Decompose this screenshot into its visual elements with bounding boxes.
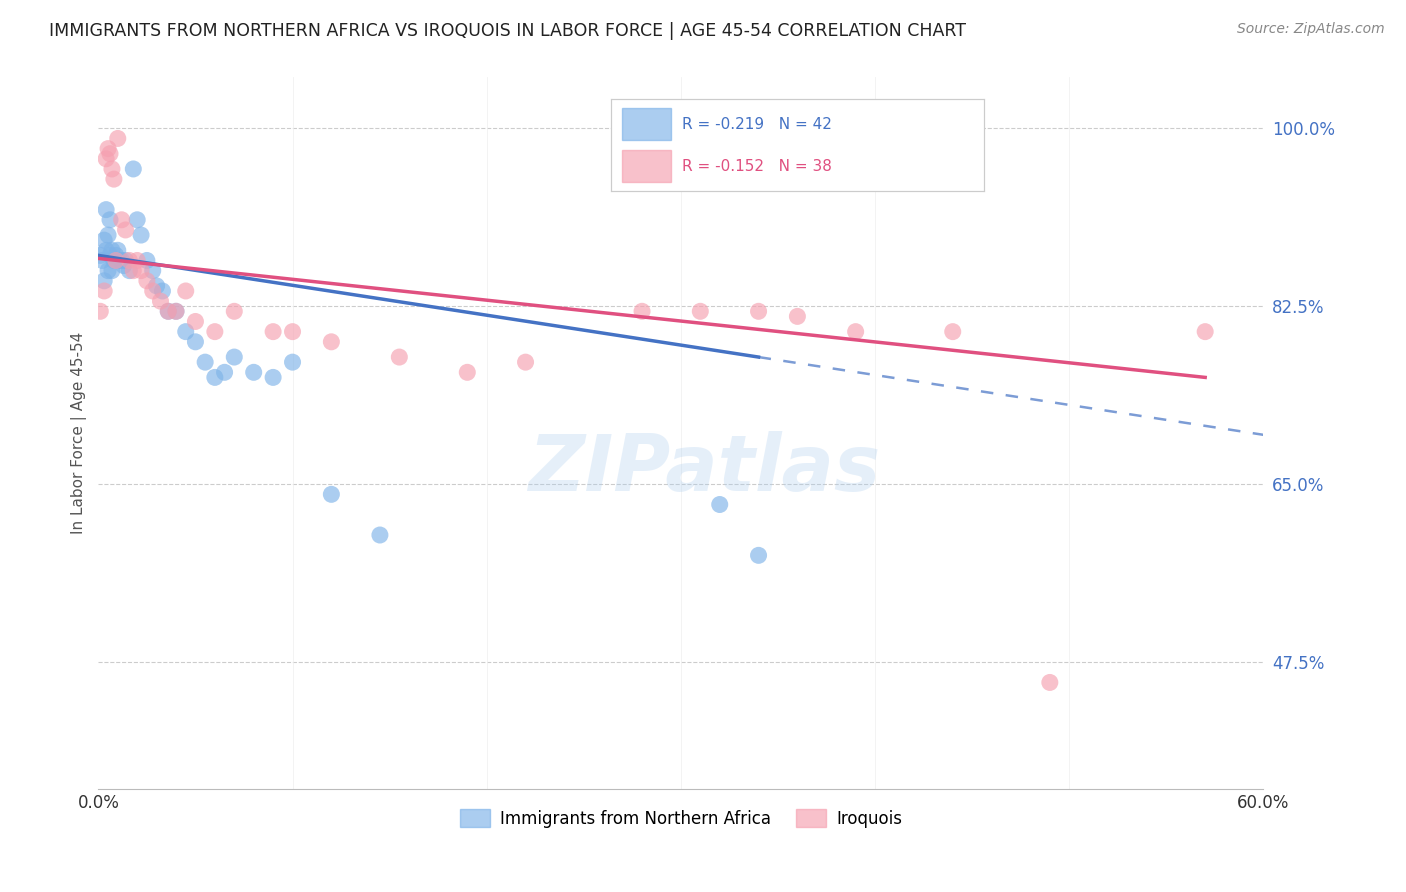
Point	[94, 152, 117, 166]
Point	[281, 355, 304, 369]
Point	[93, 284, 115, 298]
Point	[786, 310, 808, 324]
Point	[118, 253, 141, 268]
Point	[91, 253, 114, 268]
Point	[122, 263, 145, 277]
Point	[748, 549, 770, 563]
Point	[1039, 675, 1062, 690]
Point	[142, 284, 165, 298]
Point	[112, 259, 135, 273]
Point	[101, 244, 124, 258]
Point	[845, 325, 868, 339]
Point	[689, 304, 711, 318]
Point	[118, 263, 141, 277]
Point	[89, 248, 111, 262]
Point	[157, 304, 180, 318]
Point	[135, 253, 157, 268]
Point	[165, 304, 187, 318]
Point	[122, 161, 145, 176]
Point	[111, 212, 134, 227]
Point	[388, 350, 411, 364]
Point	[165, 304, 187, 318]
Point	[98, 212, 121, 227]
Point	[127, 253, 149, 268]
Point	[142, 263, 165, 277]
Point	[98, 248, 121, 262]
Point	[262, 325, 284, 339]
Point	[101, 263, 124, 277]
Text: IMMIGRANTS FROM NORTHERN AFRICA VS IROQUOIS IN LABOR FORCE | AGE 45-54 CORRELATI: IMMIGRANTS FROM NORTHERN AFRICA VS IROQU…	[49, 22, 966, 40]
Point	[103, 172, 125, 186]
Point	[107, 244, 129, 258]
Point	[111, 253, 134, 268]
Point	[174, 284, 197, 298]
Point	[103, 253, 125, 268]
Point	[224, 350, 246, 364]
Point	[97, 142, 120, 156]
Point	[98, 146, 121, 161]
Point	[145, 279, 167, 293]
Legend: Immigrants from Northern Africa, Iroquois: Immigrants from Northern Africa, Iroquoi…	[453, 803, 908, 834]
Point	[194, 355, 217, 369]
Point	[321, 487, 343, 501]
Point	[184, 334, 207, 349]
Point	[129, 263, 152, 277]
Point	[93, 274, 115, 288]
Point	[321, 334, 343, 349]
Point	[262, 370, 284, 384]
Point	[748, 304, 770, 318]
Point	[104, 253, 127, 268]
Point	[149, 294, 172, 309]
Point	[114, 253, 136, 268]
Point	[127, 212, 149, 227]
Point	[97, 263, 120, 277]
Point	[1194, 325, 1216, 339]
Point	[93, 233, 115, 247]
Point	[204, 325, 226, 339]
Point	[94, 202, 117, 217]
Point	[97, 228, 120, 243]
Point	[242, 365, 264, 379]
Text: Source: ZipAtlas.com: Source: ZipAtlas.com	[1237, 22, 1385, 37]
Point	[174, 325, 197, 339]
Y-axis label: In Labor Force | Age 45-54: In Labor Force | Age 45-54	[72, 332, 87, 534]
Point	[114, 223, 136, 237]
Point	[129, 228, 152, 243]
Point	[204, 370, 226, 384]
Point	[224, 304, 246, 318]
Point	[104, 248, 127, 262]
Point	[107, 131, 129, 145]
Point	[709, 498, 731, 512]
Point	[89, 304, 111, 318]
Text: ZIPatlas: ZIPatlas	[529, 431, 880, 507]
Point	[631, 304, 654, 318]
Point	[214, 365, 236, 379]
Point	[94, 244, 117, 258]
Point	[942, 325, 965, 339]
Point	[515, 355, 537, 369]
Point	[281, 325, 304, 339]
Point	[456, 365, 478, 379]
Point	[101, 161, 124, 176]
Point	[135, 274, 157, 288]
Point	[368, 528, 391, 542]
Point	[108, 253, 131, 268]
Point	[184, 314, 207, 328]
Point	[157, 304, 180, 318]
Point	[152, 284, 174, 298]
